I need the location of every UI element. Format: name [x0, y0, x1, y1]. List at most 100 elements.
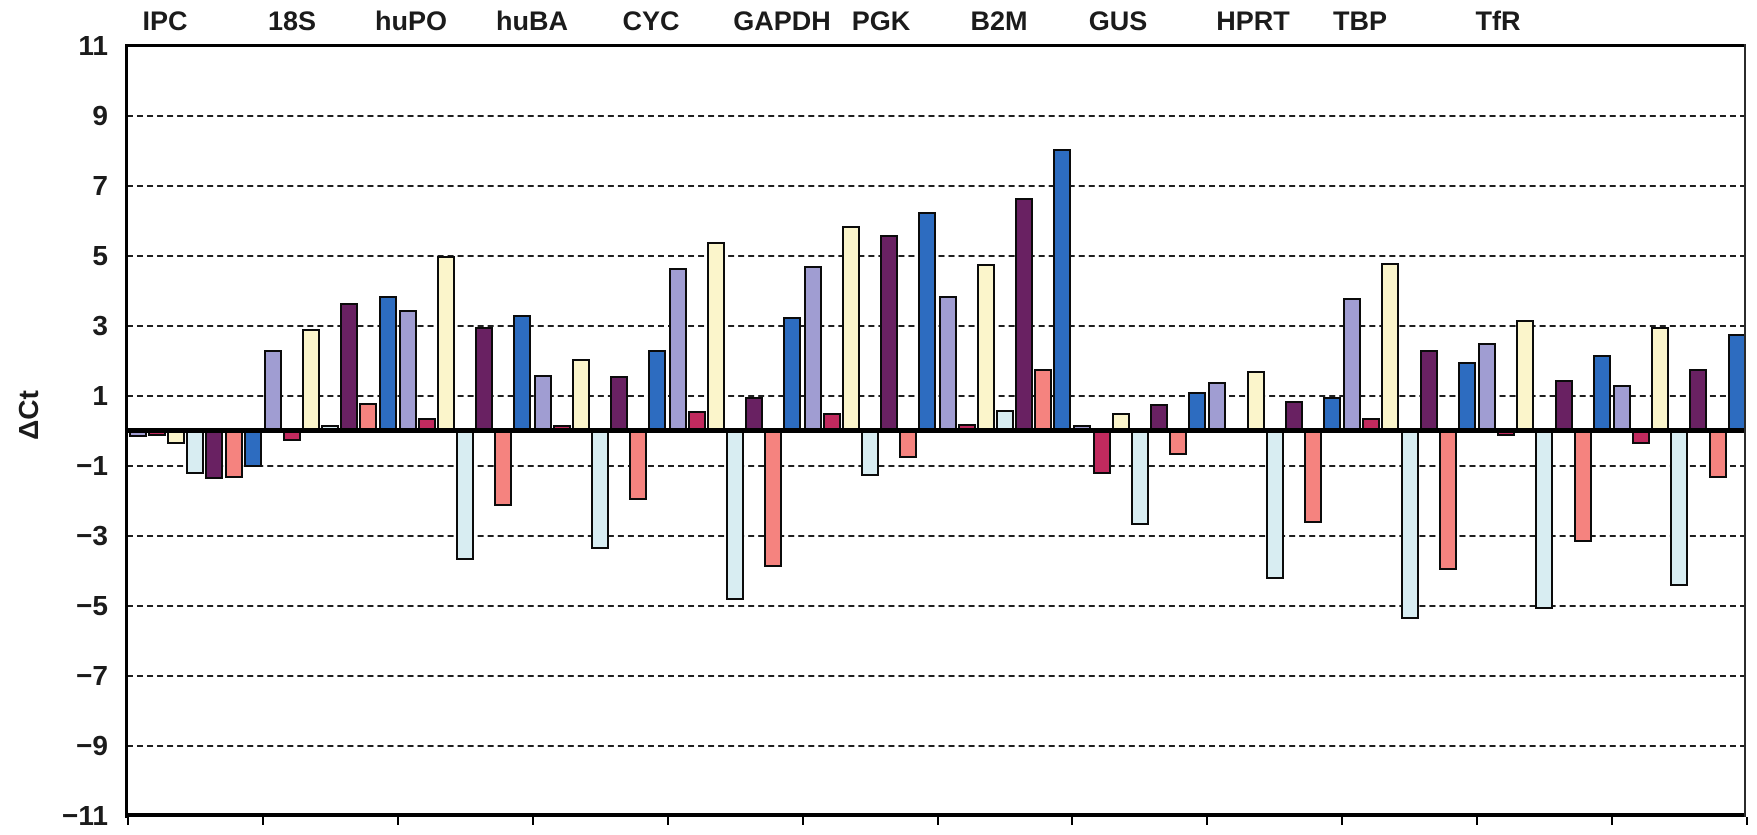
bar-huBA-series_lavender: [534, 375, 552, 433]
bar-HPRT-series_cream: [1381, 263, 1399, 433]
bar-huBA-series_blue: [648, 350, 666, 433]
bar-GUS-series_salmon: [1304, 430, 1322, 523]
y-tick-label: 3: [92, 310, 108, 341]
bar-huPO-series_cream: [437, 256, 455, 433]
bar-TBP-series_blue: [1593, 355, 1611, 432]
bar-TBP-series_cream: [1516, 320, 1534, 432]
gridline--5: [127, 605, 1746, 607]
frame-top: [125, 44, 1746, 47]
category-label-CYC: CYC: [622, 6, 680, 36]
bar-TBP-series_salmon: [1574, 430, 1592, 542]
bar-PGK-series_salmon: [1034, 369, 1052, 432]
bar-PGK-series_lavender: [939, 296, 957, 433]
bar-HPRT-series_blue: [1458, 362, 1476, 432]
bar-GAPDH-series_cream: [842, 226, 860, 433]
bottom-tick: [937, 817, 939, 825]
bar-huBA-series_cream: [572, 359, 590, 433]
gridline-3: [127, 325, 1746, 327]
bar-18S-series_blue: [379, 296, 397, 433]
category-label-TBP: TBP: [1333, 6, 1387, 36]
bottom-tick: [127, 817, 129, 825]
bar-HPRT-series_pale_blue: [1401, 430, 1419, 619]
y-tick-label: 11: [78, 30, 108, 61]
bar-TfR-series_lavender: [1613, 385, 1631, 433]
y-tick-label: 9: [92, 100, 108, 131]
category-label-PGK: PGK: [851, 6, 911, 36]
y-tick-label: −1: [76, 450, 108, 481]
bar-huPO-series_salmon: [494, 430, 512, 506]
bar-huBA-series_pale_blue: [591, 430, 609, 549]
bottom-tick: [1071, 817, 1073, 825]
bar-IPC-series_blue: [244, 430, 262, 467]
bar-B2M-series_salmon: [1169, 430, 1187, 455]
bar-18S-series_purple: [340, 303, 358, 433]
y-tick-label: −7: [76, 660, 108, 691]
bar-huPO-series_lavender: [399, 310, 417, 433]
bar-GUS-series_blue: [1323, 397, 1341, 432]
frame-bottom: [125, 813, 1746, 817]
bar-TfR-series_cream: [1651, 327, 1669, 432]
y-tick-label: −11: [62, 800, 108, 831]
gridline--7: [127, 675, 1746, 677]
bar-IPC-series_purple: [205, 430, 223, 479]
bar-GAPDH-series_salmon: [899, 430, 917, 458]
bar-HPRT-series_salmon: [1439, 430, 1457, 570]
category-label-B2M: B2M: [970, 6, 1028, 36]
bar-HPRT-series_purple: [1420, 350, 1438, 433]
y-tick-label: 5: [92, 240, 108, 271]
bottom-tick: [802, 817, 804, 825]
bar-18S-series_lavender: [264, 350, 282, 433]
bar-18S-series_cream: [302, 329, 320, 433]
bar-CYC-series_cream: [707, 242, 725, 433]
category-label-GUS: GUS: [1088, 6, 1148, 36]
gridline--1: [127, 465, 1746, 467]
bar-B2M-series_crimson: [1093, 430, 1111, 474]
bottom-tick: [262, 817, 264, 825]
y-tick-label: −5: [76, 590, 108, 621]
bottom-tick: [1476, 817, 1478, 825]
bar-huBA-series_purple: [610, 376, 628, 432]
bar-TfR-series_salmon: [1709, 430, 1727, 478]
bottom-tick: [532, 817, 534, 825]
bottom-tick: [1611, 817, 1613, 825]
y-tick-label: −9: [76, 730, 108, 761]
y-tick-label: 7: [92, 170, 108, 201]
bottom-tick: [1746, 817, 1748, 825]
bar-CYC-series_pale_blue: [726, 430, 744, 600]
category-label-18S: 18S: [267, 6, 317, 36]
frame-left: [125, 44, 128, 818]
bar-PGK-series_cream: [977, 264, 995, 432]
bottom-tick: [397, 817, 399, 825]
bar-TBP-series_purple: [1555, 380, 1573, 433]
bar-IPC-series_salmon: [225, 430, 243, 478]
y-tick-label: −3: [76, 520, 108, 551]
gridline-9: [127, 115, 1746, 117]
bar-CYC-series_blue: [783, 317, 801, 433]
bar-CYC-series_salmon: [764, 430, 782, 567]
bottom-tick: [1341, 817, 1343, 825]
gridline--3: [127, 535, 1746, 537]
frame-right: [1744, 44, 1746, 817]
bar-TBP-series_lavender: [1478, 343, 1496, 433]
category-label-IPC: IPC: [142, 6, 188, 36]
bar-HPRT-series_lavender: [1343, 298, 1361, 433]
bar-GUS-series_pale_blue: [1266, 430, 1284, 579]
gridline-7: [127, 185, 1746, 187]
bar-huPO-series_purple: [475, 327, 493, 432]
bar-TBP-series_pale_blue: [1535, 430, 1553, 609]
category-label-HPRT: HPRT: [1216, 6, 1290, 36]
bottom-tick: [667, 817, 669, 825]
plot-area: [127, 45, 1746, 815]
bar-TfR-series_pale_blue: [1670, 430, 1688, 586]
bar-GAPDH-series_pale_blue: [861, 430, 879, 476]
bar-PGK-series_purple: [1015, 198, 1033, 433]
bar-CYC-series_purple: [745, 397, 763, 432]
gridline--9: [127, 745, 1746, 747]
bar-CYC-series_lavender: [669, 268, 687, 433]
bar-TfR-series_purple: [1689, 369, 1707, 432]
y-tick-label: 1: [92, 380, 108, 411]
category-label-GAPDH: GAPDH: [733, 6, 831, 36]
bar-GAPDH-series_purple: [880, 235, 898, 433]
bar-PGK-series_blue: [1053, 149, 1071, 433]
